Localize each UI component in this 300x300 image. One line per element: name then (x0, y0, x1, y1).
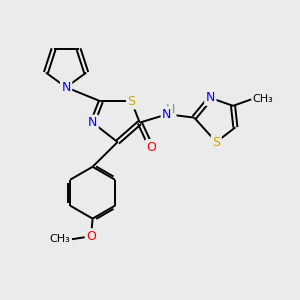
Text: N: N (162, 108, 172, 121)
Text: N: N (206, 92, 215, 104)
Text: CH₃: CH₃ (253, 94, 274, 104)
Text: S: S (212, 136, 220, 148)
Text: N: N (61, 81, 71, 94)
Text: O: O (86, 230, 96, 243)
Text: H: H (166, 103, 175, 116)
Text: CH₃: CH₃ (50, 234, 70, 244)
Text: S: S (128, 95, 136, 108)
Text: N: N (88, 116, 97, 129)
Text: O: O (146, 141, 156, 154)
